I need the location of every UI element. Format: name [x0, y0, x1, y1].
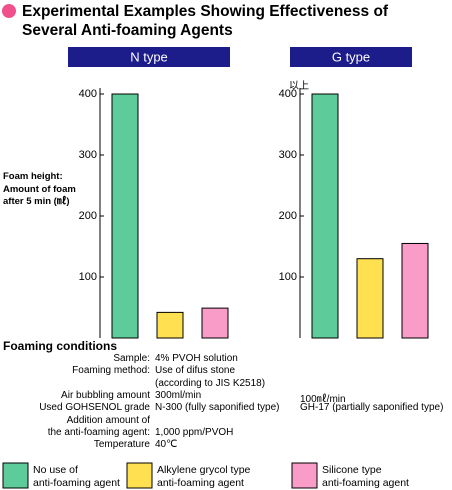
condition-label: Air bubbling amount [61, 389, 150, 401]
panel-title: G type [332, 49, 370, 64]
condition-label: Used GOHSENOL grade [39, 402, 150, 414]
panel-header [290, 47, 412, 67]
legend-swatch [291, 462, 318, 489]
conditions-title: Foaming conditions [3, 339, 117, 353]
y-axis-label: Foam height: Amount of foam after 5 min … [3, 171, 76, 207]
bar [401, 242, 429, 339]
annotation: 以上 [289, 81, 309, 92]
y-tick-label: 300 [279, 149, 297, 161]
condition-value-g: GH-17 (partially saponified type) [300, 402, 444, 414]
condition-value: Use of difus stone [155, 365, 236, 377]
y-tick-label: 300 [79, 149, 97, 161]
bar [311, 93, 339, 339]
condition-label: Foaming method: [72, 365, 150, 377]
bar [356, 258, 384, 339]
condition-value: (according to JIS K2518) [155, 377, 266, 389]
bar [201, 307, 229, 339]
condition-label: Temperature [93, 439, 150, 451]
chart-title: Experimental Examples Showing Effectiven… [22, 3, 389, 39]
condition-value: 300ml/min [155, 389, 202, 401]
legend-label: Silicone type anti-foaming agent [322, 464, 409, 489]
condition-label: the anti-foaming agent: [47, 426, 150, 438]
condition-value-g: 100㎖/min [300, 393, 346, 405]
bar [156, 311, 184, 339]
legend-swatch [2, 462, 29, 489]
condition-label: Sample: [113, 353, 150, 364]
y-tick-label: 200 [279, 210, 297, 222]
y-tick-label: 400 [279, 88, 297, 100]
condition-value: 4% PVOH solution [155, 353, 238, 364]
legend-label: Alkylene grycol type anti-foaming agent [157, 464, 251, 489]
title-bullet [2, 4, 16, 18]
y-tick-label: 100 [279, 271, 297, 283]
legend-label: No use of anti-foaming agent [33, 464, 120, 489]
y-tick-label: 100 [79, 271, 97, 283]
panel-title: N type [130, 49, 168, 64]
condition-value: 1,000 ppm/PVOH [155, 426, 234, 438]
bar [111, 93, 139, 339]
panel-header [68, 47, 230, 67]
y-tick-label: 200 [79, 210, 97, 222]
y-tick-label: 400 [79, 88, 97, 100]
condition-label: Addition amount of [66, 414, 150, 426]
condition-value: N-300 (fully saponified type) [155, 402, 280, 414]
condition-value: 40℃ [155, 439, 178, 451]
legend-swatch [126, 462, 153, 489]
